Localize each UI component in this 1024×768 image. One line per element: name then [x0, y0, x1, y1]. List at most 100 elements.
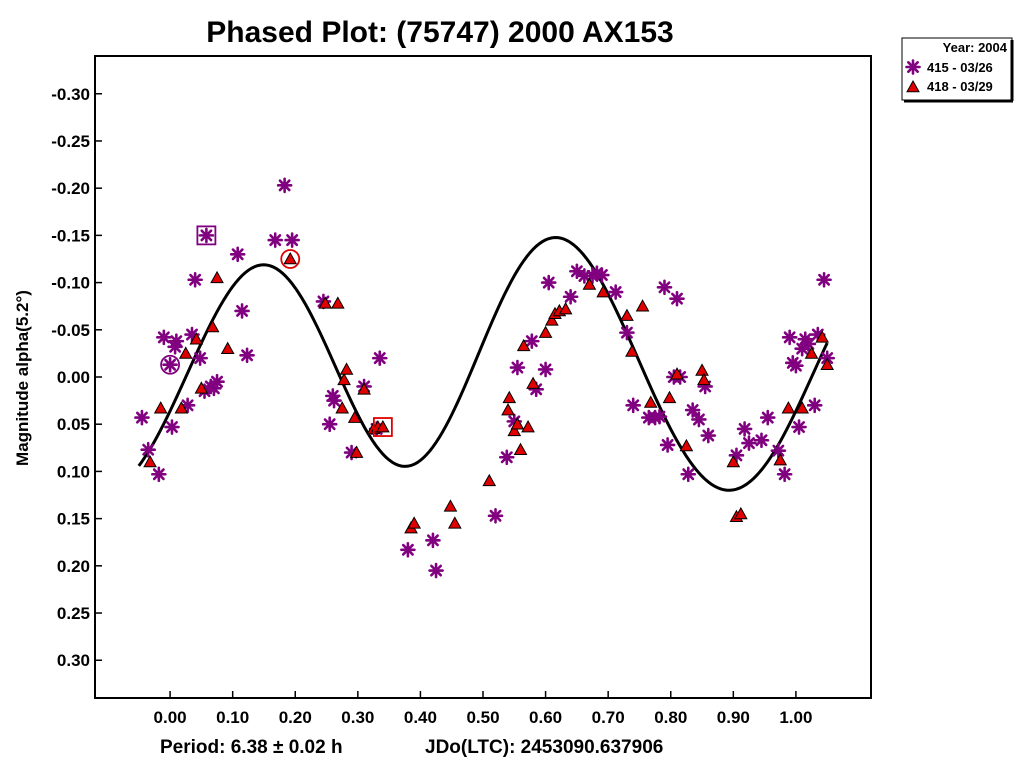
data-point-415	[229, 246, 246, 263]
y-tick-label: -0.25	[51, 132, 90, 151]
data-point-415	[509, 359, 526, 376]
y-tick-label: -0.05	[51, 321, 90, 340]
x-tick-label: 0.60	[529, 708, 562, 727]
data-point-415	[800, 336, 817, 352]
x-tick-label: 0.80	[654, 708, 687, 727]
data-point-418	[558, 301, 573, 315]
data-point-418	[582, 277, 597, 290]
data-point-415	[659, 437, 676, 453]
x-tick-label: 0.20	[279, 708, 312, 727]
legend-triangle-icon	[906, 79, 920, 93]
data-point-418	[513, 442, 528, 455]
data-point-415	[168, 333, 185, 349]
data-point-418	[501, 403, 515, 416]
data-point-415	[540, 274, 557, 291]
data-point-415	[140, 441, 156, 458]
data-point-415	[680, 466, 697, 483]
data-point-418	[174, 401, 189, 414]
data-point-415	[156, 329, 172, 346]
data-point-415	[669, 290, 685, 307]
data-point-415	[234, 303, 250, 319]
y-axis: -0.30 -0.25 -0.20 -0.15 -0.10 -0.05 0.00 0.05 0.…	[51, 85, 102, 670]
y-tick-label: -0.10	[51, 274, 90, 293]
data-point-415	[700, 427, 717, 444]
data-point-418	[596, 284, 611, 298]
data-point-418	[662, 390, 677, 404]
y-tick-label: -0.15	[51, 226, 90, 245]
data-point-415	[487, 507, 504, 524]
data-point-415	[239, 347, 255, 364]
data-point-415	[753, 432, 770, 449]
data-point-415	[684, 402, 701, 418]
data-point-418	[337, 372, 351, 386]
data-point-415	[428, 562, 444, 579]
y-tick-label: 0.15	[57, 510, 90, 529]
data-point-415	[284, 232, 300, 248]
data-point-415	[759, 409, 776, 426]
data-point-415	[625, 397, 641, 414]
data-point-415	[741, 435, 757, 451]
data-point-418	[283, 251, 298, 265]
data-point-418	[220, 341, 235, 354]
highlight-square	[196, 225, 217, 246]
data-point-418	[620, 308, 634, 321]
data-point-415	[326, 392, 342, 409]
data-point-415	[607, 284, 624, 300]
data-point-415	[371, 350, 388, 366]
data-point-415	[770, 442, 787, 459]
data-point-418	[335, 401, 350, 414]
y-axis-label: Magnitude alpha(5.2°)	[13, 290, 32, 466]
highlight-circle	[160, 354, 180, 375]
x-tick-label: 0.50	[466, 708, 499, 727]
data-point-418	[143, 454, 157, 468]
data-point-418	[820, 357, 835, 371]
data-point-415	[162, 356, 178, 373]
data-point-418	[347, 410, 362, 423]
data-point-415	[806, 397, 823, 414]
data-point-418	[407, 516, 422, 529]
data-point-418	[349, 445, 364, 458]
data-point-415	[788, 357, 804, 374]
y-tick-label: -0.20	[51, 179, 90, 198]
data-point-418	[339, 362, 354, 375]
data-point-415	[816, 271, 832, 288]
legend-entry-415: 415 - 03/26	[927, 60, 993, 75]
data-point-418	[153, 401, 168, 414]
data-point-415	[651, 408, 668, 425]
data-point-418	[695, 363, 709, 376]
data-point-418	[178, 346, 193, 359]
legend: Year: 2004 415 - 03/26 418 - 03/29	[901, 37, 1014, 103]
data-point-415	[619, 324, 635, 341]
data-point-415	[187, 271, 203, 288]
data-point-415	[537, 361, 554, 378]
data-point-418	[447, 516, 462, 529]
data-point-418	[733, 506, 748, 520]
y-tick-label: 0.25	[57, 604, 90, 623]
series-418	[143, 251, 835, 534]
data-point-415	[656, 279, 673, 296]
fit-curve	[137, 236, 829, 492]
data-point-418	[635, 299, 650, 312]
y-tick-label: -0.30	[51, 85, 90, 104]
data-point-415	[736, 421, 753, 437]
data-point-415	[425, 532, 441, 549]
data-point-418	[502, 390, 517, 404]
data-point-415	[498, 449, 515, 466]
data-point-418	[376, 420, 390, 433]
highlighted-points	[160, 225, 393, 437]
data-point-415	[198, 227, 215, 244]
data-point-418	[194, 381, 209, 394]
data-point-418	[516, 338, 531, 352]
data-point-418	[357, 382, 371, 395]
data-point-415	[209, 373, 225, 390]
data-point-418	[443, 499, 458, 512]
data-point-415	[776, 466, 793, 483]
data-point-418	[544, 313, 559, 326]
legend-header: Year: 2004	[943, 40, 1008, 55]
x-tick-label: 0.30	[341, 708, 374, 727]
legend-marker-418	[906, 79, 920, 93]
x-tick-label: 0.00	[154, 708, 187, 727]
data-point-418	[330, 296, 345, 309]
